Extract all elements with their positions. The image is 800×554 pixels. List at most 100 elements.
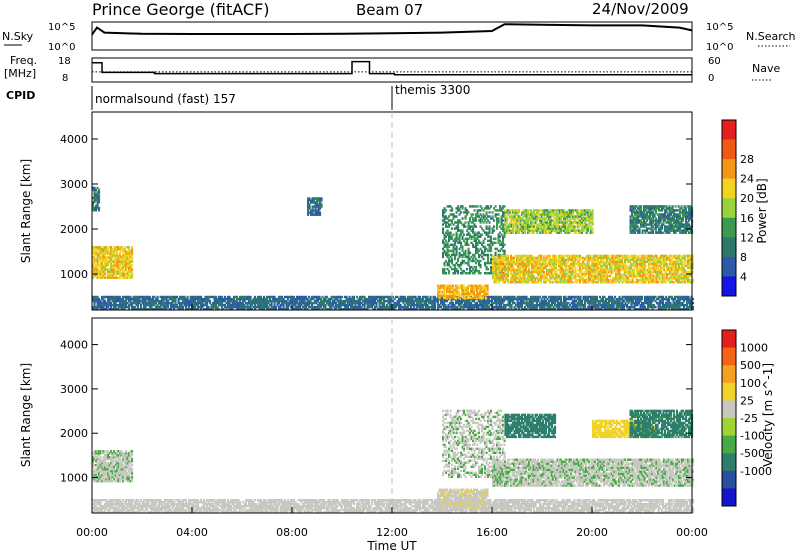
power-cell [471, 308, 474, 311]
power-cell [531, 272, 534, 276]
power-cell [272, 297, 275, 301]
power-cell [119, 248, 122, 251]
power-cell [457, 237, 460, 241]
power-cell [529, 270, 532, 274]
power-cell [119, 254, 122, 257]
power-cell [591, 308, 594, 311]
power-cell [455, 269, 458, 273]
power-cell [104, 262, 107, 265]
power-cell [529, 262, 532, 266]
power-cell [443, 245, 446, 249]
power-cell [446, 221, 449, 224]
power-cell [120, 303, 123, 307]
power-cell [668, 303, 671, 307]
power-cell [556, 260, 559, 264]
power-cell [416, 303, 419, 307]
power-cell [488, 207, 491, 210]
power-cell [594, 268, 597, 272]
power-cell [408, 297, 411, 301]
power-cell [165, 295, 168, 299]
power-cell [668, 299, 671, 303]
power-cell [236, 305, 239, 309]
power-cell [486, 286, 489, 290]
power-cell [558, 303, 561, 307]
power-cell [126, 295, 129, 299]
power-cell [687, 297, 690, 301]
power-cell [475, 233, 478, 236]
power-cell [497, 241, 500, 245]
power-cell [317, 308, 320, 311]
power-cell [487, 257, 490, 261]
power-cell [545, 295, 548, 299]
power-cell [479, 219, 482, 222]
power-cell [523, 270, 526, 274]
power-cell [146, 297, 149, 301]
power-cell [445, 223, 448, 226]
power-cell [314, 205, 317, 208]
power-cell [639, 264, 642, 268]
power-cell [237, 308, 240, 311]
power-cell [315, 295, 318, 299]
power-cell [426, 303, 429, 307]
power-cell [614, 295, 617, 299]
power-cell [491, 217, 494, 220]
power-cell [417, 305, 420, 309]
power-cell [485, 205, 488, 208]
power-cell [564, 305, 567, 309]
power-cell [550, 276, 553, 280]
power-cell [284, 299, 287, 303]
power-cell [573, 301, 576, 305]
power-cell [117, 256, 120, 259]
power-cell [622, 256, 625, 260]
power-cell [517, 270, 520, 274]
power-cell [567, 260, 570, 264]
power-cell [664, 281, 667, 284]
power-cell [260, 299, 263, 303]
power-cell [469, 265, 472, 269]
power-cell [93, 260, 96, 263]
power-cell [631, 254, 634, 258]
power-cell [399, 295, 402, 299]
power-cell [626, 305, 629, 309]
power-cell [134, 295, 137, 299]
power-cell [501, 258, 504, 262]
power-cell [562, 260, 565, 264]
power-cell [502, 239, 505, 243]
power-cell [630, 301, 633, 305]
power-cell [570, 281, 573, 284]
power-cell [410, 299, 413, 303]
power-cell [479, 296, 482, 300]
power-cell [445, 245, 448, 249]
nsky-panel: N.Sky 10^5 10^0 10^5 10^0 N.Search [2, 21, 796, 53]
power-cell [129, 250, 132, 253]
power-cell [117, 268, 120, 271]
power-cell [311, 297, 314, 301]
power-cell [381, 301, 384, 305]
power-cell [610, 278, 613, 282]
power-cell [497, 301, 500, 305]
power-cell [579, 297, 582, 301]
power-cell [476, 303, 479, 307]
power-cell [633, 281, 636, 284]
power-cell [198, 297, 201, 301]
power-cell [96, 308, 99, 311]
power-cell [126, 274, 129, 277]
power-cell [620, 303, 623, 307]
power-cell [324, 295, 327, 299]
power-cell [479, 284, 482, 288]
power-cell [459, 308, 462, 311]
power-cell [486, 303, 489, 307]
power-cell [108, 256, 111, 259]
power-cell [632, 301, 635, 305]
power-cell [171, 301, 174, 305]
power-cell [609, 266, 612, 270]
power-cell [149, 299, 152, 303]
power-cell [98, 270, 101, 273]
power-cell [618, 260, 621, 264]
power-cell [162, 303, 165, 307]
power-cell [556, 274, 559, 278]
power-cell [586, 254, 589, 258]
power-cell [95, 260, 98, 263]
power-cell [455, 231, 458, 234]
power-cell [294, 305, 297, 309]
